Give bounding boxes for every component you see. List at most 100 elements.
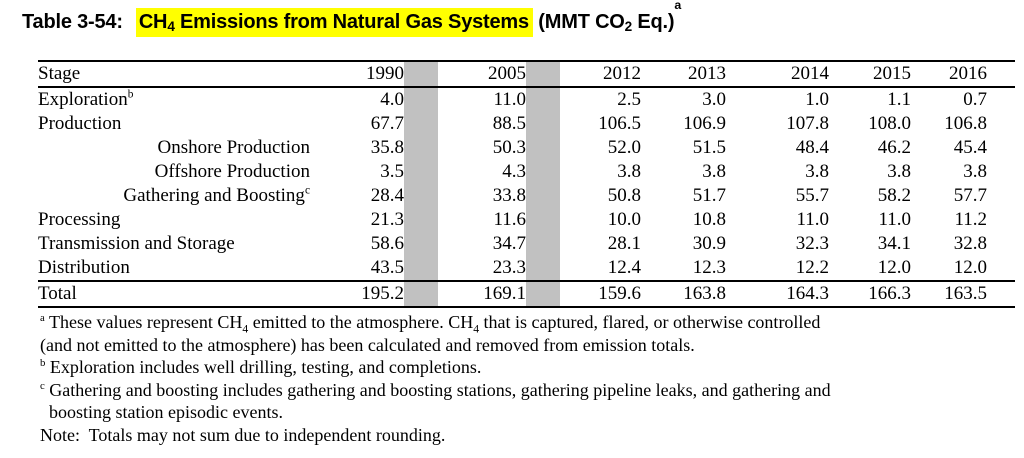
value-cell: 163.8 (683, 283, 726, 304)
title-subscript: 4 (167, 18, 175, 34)
value-cell: 3.8 (805, 161, 829, 182)
value-cell: 48.4 (795, 137, 829, 158)
footnote: Note: Totals may not sum due to independ… (40, 424, 992, 447)
value-cell: 88.5 (492, 113, 526, 134)
value-cell: 33.8 (492, 185, 526, 206)
value-cell: 28.1 (607, 233, 641, 254)
value-cell: 159.6 (598, 283, 641, 304)
table-row: Onshore Production 35.8 50.3 52.0 51.5 48.4 46… (38, 136, 1015, 160)
value-cell: 57.7 (953, 185, 987, 206)
value-cell: 50.8 (607, 185, 641, 206)
row-footnote-marker: b (127, 88, 134, 101)
value-cell: 3.0 (702, 89, 726, 110)
value-cell: 3.8 (617, 161, 641, 182)
row-label-text: Total (38, 283, 77, 304)
row-label: Distribution (38, 256, 312, 281)
footnote-text: Exploration includes well drilling, test… (45, 357, 482, 377)
spacer-column (404, 160, 438, 184)
title-unit-subscript: 2 (624, 18, 633, 34)
table-row: Offshore Production 3.5 4.3 3.8 3.8 3.8 3.8 3.8 (38, 160, 1015, 184)
spacer-column (404, 256, 438, 281)
value-cell: 32.8 (953, 233, 987, 254)
spacer-column (526, 112, 560, 136)
year-column-header: 2016 (949, 63, 987, 84)
spacer-column (526, 61, 560, 87)
stage-column-header: Stage (38, 63, 81, 84)
title-unit-text: (MMT CO (532, 11, 625, 33)
spacer-column (404, 208, 438, 232)
value-cell: 34.7 (492, 233, 526, 254)
value-cell: 12.2 (795, 257, 829, 278)
table-header-row: Stage 1990 2005 2012 2013 2014 2015 2016 (38, 61, 1015, 87)
total-row: Total 195.2 169.1 159.6 163.8 164.3 166.3 163.5 (38, 281, 1015, 307)
value-cell: 3.8 (887, 161, 911, 182)
value-cell: 195.2 (361, 283, 404, 304)
value-cell: 28.4 (370, 185, 404, 206)
footnote-text: boosting station episodic events. (40, 402, 283, 422)
title-unit: (MMT CO2 Eq.)a (532, 0, 681, 34)
row-label-text: Gathering and Boosting (123, 185, 305, 206)
row-label: Total (38, 281, 312, 307)
value-cell: 1.0 (805, 89, 829, 110)
footnotes: a These values represent CH4 emitted to … (40, 311, 992, 446)
title-unit-text: Eq.) (632, 11, 675, 33)
value-cell: 11.2 (954, 209, 987, 230)
emissions-table: Stage 1990 2005 2012 2013 2014 2015 2016 Explor… (38, 60, 1015, 308)
spacer-column (526, 232, 560, 256)
footnote: a These values represent CH4 emitted to … (40, 311, 992, 356)
footnote-marker: c (40, 379, 45, 392)
table-number-label: Table 3-54: (22, 11, 123, 33)
spacer-column (526, 160, 560, 184)
value-cell: 12.4 (607, 257, 641, 278)
value-cell: 10.0 (607, 209, 641, 230)
value-cell: 169.1 (483, 283, 526, 304)
year-column-header: 2013 (688, 63, 726, 84)
value-cell: 45.4 (953, 137, 987, 158)
value-cell: 58.6 (370, 233, 404, 254)
year-column-header: 1990 (366, 63, 404, 84)
value-cell: 3.8 (963, 161, 987, 182)
value-cell: 58.2 (877, 185, 911, 206)
value-cell: 21.3 (370, 209, 404, 230)
footnote-text: These values represent CH (44, 312, 243, 332)
row-label: Transmission and Storage (38, 232, 312, 256)
spacer-column (404, 184, 438, 208)
value-cell: 11.0 (796, 209, 829, 230)
title-highlight: CH4 Emissions from Natural Gas Systems (135, 8, 533, 37)
row-label-text: Transmission and Storage (38, 233, 235, 254)
value-cell: 50.3 (492, 137, 526, 158)
value-cell: 106.8 (944, 113, 987, 134)
table-title: Table 3-54: CH4 Emissions from Natural Ga… (22, 0, 681, 37)
spacer-column (404, 136, 438, 160)
spacer-column (404, 232, 438, 256)
value-cell: 4.3 (502, 161, 526, 182)
value-cell: 2.5 (617, 89, 641, 110)
row-label-text: Exploration (38, 89, 128, 110)
value-cell: 12.3 (692, 257, 726, 278)
table-row: Production 67.7 88.5 106.5 106.9 107.8 108.0 10… (38, 112, 1015, 136)
row-label-text: Distribution (38, 257, 130, 278)
value-cell: 4.0 (380, 89, 404, 110)
value-cell: 51.7 (692, 185, 726, 206)
spacer-column (526, 136, 560, 160)
row-label-text: Offshore Production (154, 161, 310, 182)
value-cell: 106.9 (683, 113, 726, 134)
value-cell: 46.2 (877, 137, 911, 158)
value-cell: 12.0 (953, 257, 987, 278)
title-highlight-text: CH (138, 11, 168, 33)
footnote-text: emitted to the atmosphere. CH (248, 312, 474, 332)
value-cell: 163.5 (944, 283, 987, 304)
footnote-marker: 4 (473, 322, 480, 336)
value-cell: 12.0 (877, 257, 911, 278)
value-cell: 30.9 (692, 233, 726, 254)
spacer-column (404, 87, 438, 112)
value-cell: 3.5 (380, 161, 404, 182)
value-cell: 0.7 (963, 89, 987, 110)
value-cell: 67.7 (370, 113, 404, 134)
year-column-header: 2012 (603, 63, 641, 84)
value-cell: 35.8 (370, 137, 404, 158)
footnote-text: (and not emitted to the atmosphere) has … (40, 334, 695, 355)
value-cell: 11.0 (493, 89, 526, 110)
year-column-header: 2014 (791, 63, 829, 84)
table-row: Gathering and Boostingc 28.4 33.8 50.8 51.7 5… (38, 184, 1015, 208)
